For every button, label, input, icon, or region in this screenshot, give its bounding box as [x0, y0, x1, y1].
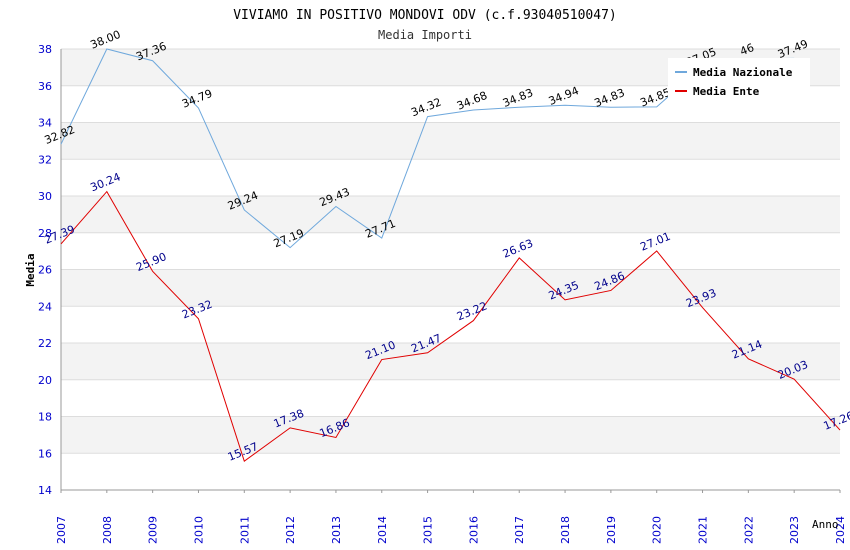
x-tick-label: 2008	[101, 516, 114, 544]
plot-band	[61, 122, 840, 160]
y-tick-label: 20	[38, 374, 52, 387]
series-line-media-ente	[60, 190, 841, 462]
y-tick-label: 38	[38, 43, 52, 56]
data-label: 38.00	[88, 28, 122, 52]
x-tick-label: 2023	[788, 516, 801, 544]
x-tick-label: 2012	[284, 516, 297, 544]
legend-box	[668, 58, 810, 104]
y-tick-label: 18	[38, 411, 52, 424]
x-tick-label: 2021	[697, 516, 710, 544]
x-tick-label: 2016	[467, 516, 480, 544]
x-tick-label: 2017	[513, 516, 526, 544]
axes	[60, 49, 841, 493]
grid-lines	[61, 48, 840, 491]
series-layer	[60, 48, 841, 462]
x-tick-label: 2024	[834, 516, 847, 544]
x-axis-label: Anno	[812, 518, 839, 531]
x-tick-label: 2014	[376, 516, 389, 544]
data-label: 34.85	[638, 86, 672, 110]
chart-title: VIVIAMO IN POSITIVO MONDOVI ODV (c.f.930…	[233, 8, 617, 23]
x-tick-label: 2020	[651, 516, 664, 544]
data-label: 34.83	[593, 86, 627, 110]
plot-band	[61, 269, 840, 307]
y-tick-label: 30	[38, 190, 52, 203]
x-tick-label: 2019	[605, 516, 618, 544]
data-label: 30.24	[88, 170, 122, 194]
data-label: 34.32	[409, 95, 443, 119]
plot-band	[61, 416, 840, 454]
y-tick-label: 16	[38, 447, 52, 460]
data-label: 27.01	[638, 230, 672, 254]
x-tick-label: 2013	[330, 516, 343, 544]
plot-bands	[61, 49, 840, 454]
y-tick-label: 22	[38, 337, 52, 350]
y-tick-label: 26	[38, 264, 52, 277]
x-tick-label: 2015	[422, 516, 435, 544]
y-tick-label: 14	[38, 484, 52, 497]
y-tick-label: 32	[38, 153, 52, 166]
x-tick-label: 2022	[742, 516, 755, 544]
x-tick-label: 2010	[192, 516, 205, 544]
legend-label-media-nazionale: Media Nazionale	[693, 66, 793, 79]
y-axis-label: Media	[24, 253, 37, 286]
y-tick-label: 24	[38, 300, 52, 313]
plot-band	[61, 343, 840, 380]
x-tick-label: 2018	[559, 516, 572, 544]
legend-label-media-ente: Media Ente	[693, 85, 760, 98]
data-label: 34.94	[547, 84, 581, 108]
y-tick-label: 36	[38, 80, 52, 93]
x-tick-label: 2007	[55, 516, 68, 544]
data-label: 26.63	[501, 237, 535, 261]
x-tick-label: 2009	[147, 516, 160, 544]
x-tick-label: 2011	[238, 516, 251, 544]
plot-band	[61, 196, 840, 233]
y-tick-label: 34	[38, 117, 52, 130]
data-label: 46	[738, 41, 756, 58]
chart-subtitle: Media Importi	[378, 28, 472, 42]
y-tick-label: 28	[38, 227, 52, 240]
legend: Media Nazionale Media Ente	[668, 58, 810, 104]
